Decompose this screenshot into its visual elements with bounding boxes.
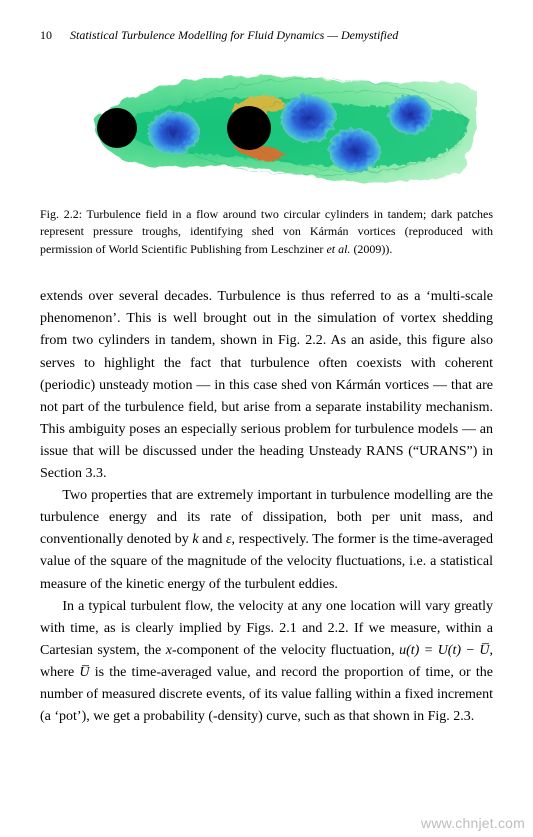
paragraph-1: extends over several decades. Turbulence…	[40, 286, 493, 485]
figure-caption: Fig. 2.2: Turbulence field in a flow aro…	[40, 206, 493, 258]
page-header: 10 Statistical Turbulence Modelling for …	[40, 28, 493, 43]
turbulence-figure-svg	[57, 61, 477, 196]
body-text: extends over several decades. Turbulence…	[40, 286, 493, 728]
watermark: www.chnjet.com	[421, 815, 525, 831]
p3-b: -component of the velocity fluctuation,	[172, 643, 399, 658]
caption-italic: et al.	[326, 242, 350, 256]
p3-eq: u(t) = U(t) − U̅	[399, 643, 489, 658]
p3-ubar: U̅	[79, 665, 89, 680]
caption-label: Fig. 2.2:	[40, 207, 82, 221]
paragraph-3: In a typical turbulent flow, the velocit…	[40, 596, 493, 729]
caption-text-1: Turbulence field in a flow around two ci…	[40, 207, 493, 256]
page-number: 10	[40, 28, 52, 43]
p2-b: and	[199, 532, 226, 547]
figure-2-2	[40, 61, 493, 196]
running-title: Statistical Turbulence Modelling for Flu…	[70, 28, 398, 43]
p3-d: is the time-averaged value, and record t…	[40, 665, 493, 724]
caption-text-2: (2009)).	[350, 242, 392, 256]
paragraph-2: Two properties that are extremely import…	[40, 485, 493, 596]
